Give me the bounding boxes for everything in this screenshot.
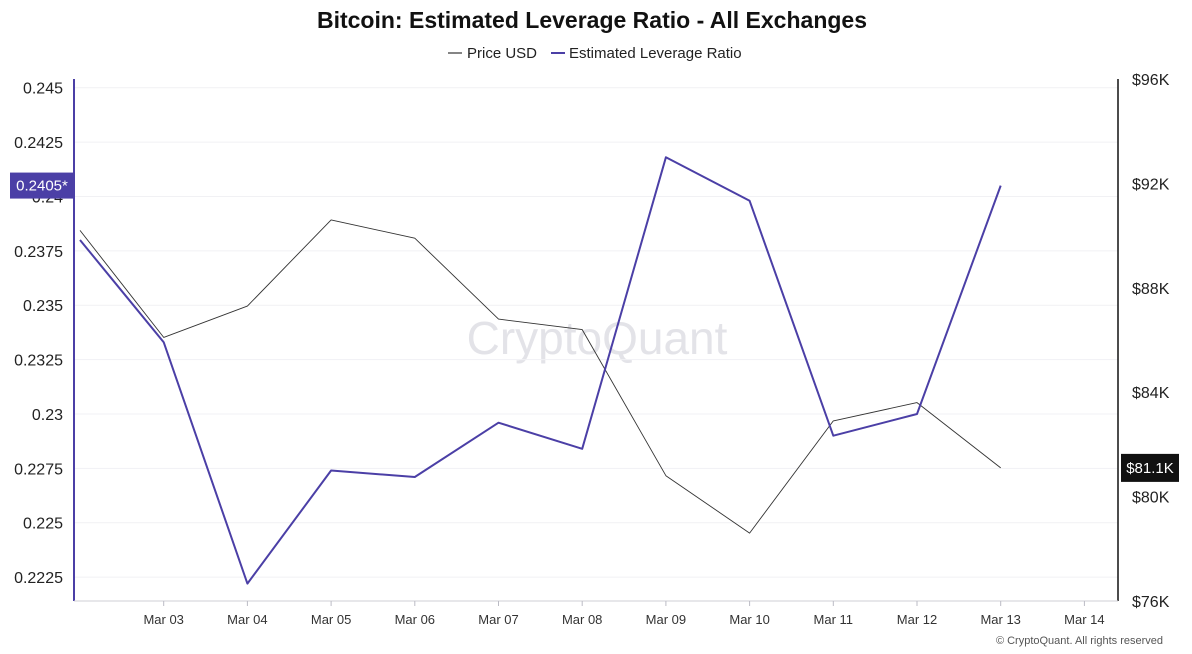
right-value-badge — [1121, 453, 1179, 482]
x-tick-label: Mar 10 — [729, 612, 769, 627]
y-left-tick-label: 0.225 — [23, 516, 63, 533]
copyright: © CryptoQuant. All rights reserved — [996, 635, 1163, 647]
x-tick-label: Mar 04 — [227, 612, 267, 627]
series — [79, 156, 1002, 585]
left-value-badge-label: 0.2405* — [16, 178, 68, 195]
axes — [73, 79, 1119, 602]
legend-label-price[interactable]: Price USD — [467, 45, 537, 62]
y-left-tick-label: 0.2375 — [14, 244, 63, 261]
series-line-price — [79, 219, 1001, 534]
x-tick-label: Mar 05 — [311, 612, 351, 627]
y-left-tick-label: 0.235 — [23, 298, 63, 315]
left-value-badge — [10, 172, 74, 199]
x-tick-label: Mar 06 — [395, 612, 435, 627]
legend[interactable]: Price USD Estimated Leverage Ratio — [448, 45, 742, 62]
x-tick-label: Mar 07 — [478, 612, 518, 627]
y-right-tick-label: $88K — [1132, 281, 1170, 298]
right-value-badge-label: $81.1K — [1126, 460, 1174, 477]
x-tick-label: Mar 13 — [980, 612, 1020, 627]
x-tick-label: Mar 11 — [814, 612, 854, 627]
y-left-tick-label: 0.245 — [23, 81, 63, 98]
y-right-tick-label: $92K — [1132, 176, 1170, 193]
x-tick-label: Mar 08 — [562, 612, 602, 627]
y-left-tick-label: 0.2325 — [14, 353, 63, 370]
x-tick-label: Mar 09 — [646, 612, 686, 627]
value-badges: 0.2405* $81.1K — [10, 172, 1179, 482]
y-right-tick-label: $80K — [1132, 490, 1170, 507]
chart-title: Bitcoin: Estimated Leverage Ratio - All … — [317, 7, 867, 33]
y-right-tick-label: $96K — [1132, 72, 1170, 89]
series-line-leverage — [79, 156, 1002, 585]
x-tick-label: Mar 14 — [1064, 612, 1104, 627]
y-left-tick-label: 0.23 — [32, 407, 63, 424]
x-axis-ticks: Mar 03 Mar 04 Mar 05 Mar 06 Mar 07 Mar 08 Mar … — [143, 601, 1105, 627]
x-tick-label: Mar 03 — [143, 612, 183, 627]
grid — [74, 87, 1118, 578]
y-right-tick-label: $84K — [1132, 385, 1170, 402]
x-tick-label: Mar 12 — [897, 612, 937, 627]
y-left-tick-label: 0.2425 — [14, 135, 63, 152]
y-left-tick-label: 0.2275 — [14, 461, 63, 478]
left-axis-ticks: 0.2450.24250.240.23750.2350.23250.230.22… — [14, 81, 63, 587]
right-axis-ticks: $96K $92K $88K $84K $80K $76K — [1132, 72, 1170, 611]
legend-label-leverage[interactable]: Estimated Leverage Ratio — [569, 45, 742, 62]
y-left-tick-label: 0.2225 — [14, 570, 63, 587]
y-right-tick-label: $76K — [1132, 594, 1170, 611]
